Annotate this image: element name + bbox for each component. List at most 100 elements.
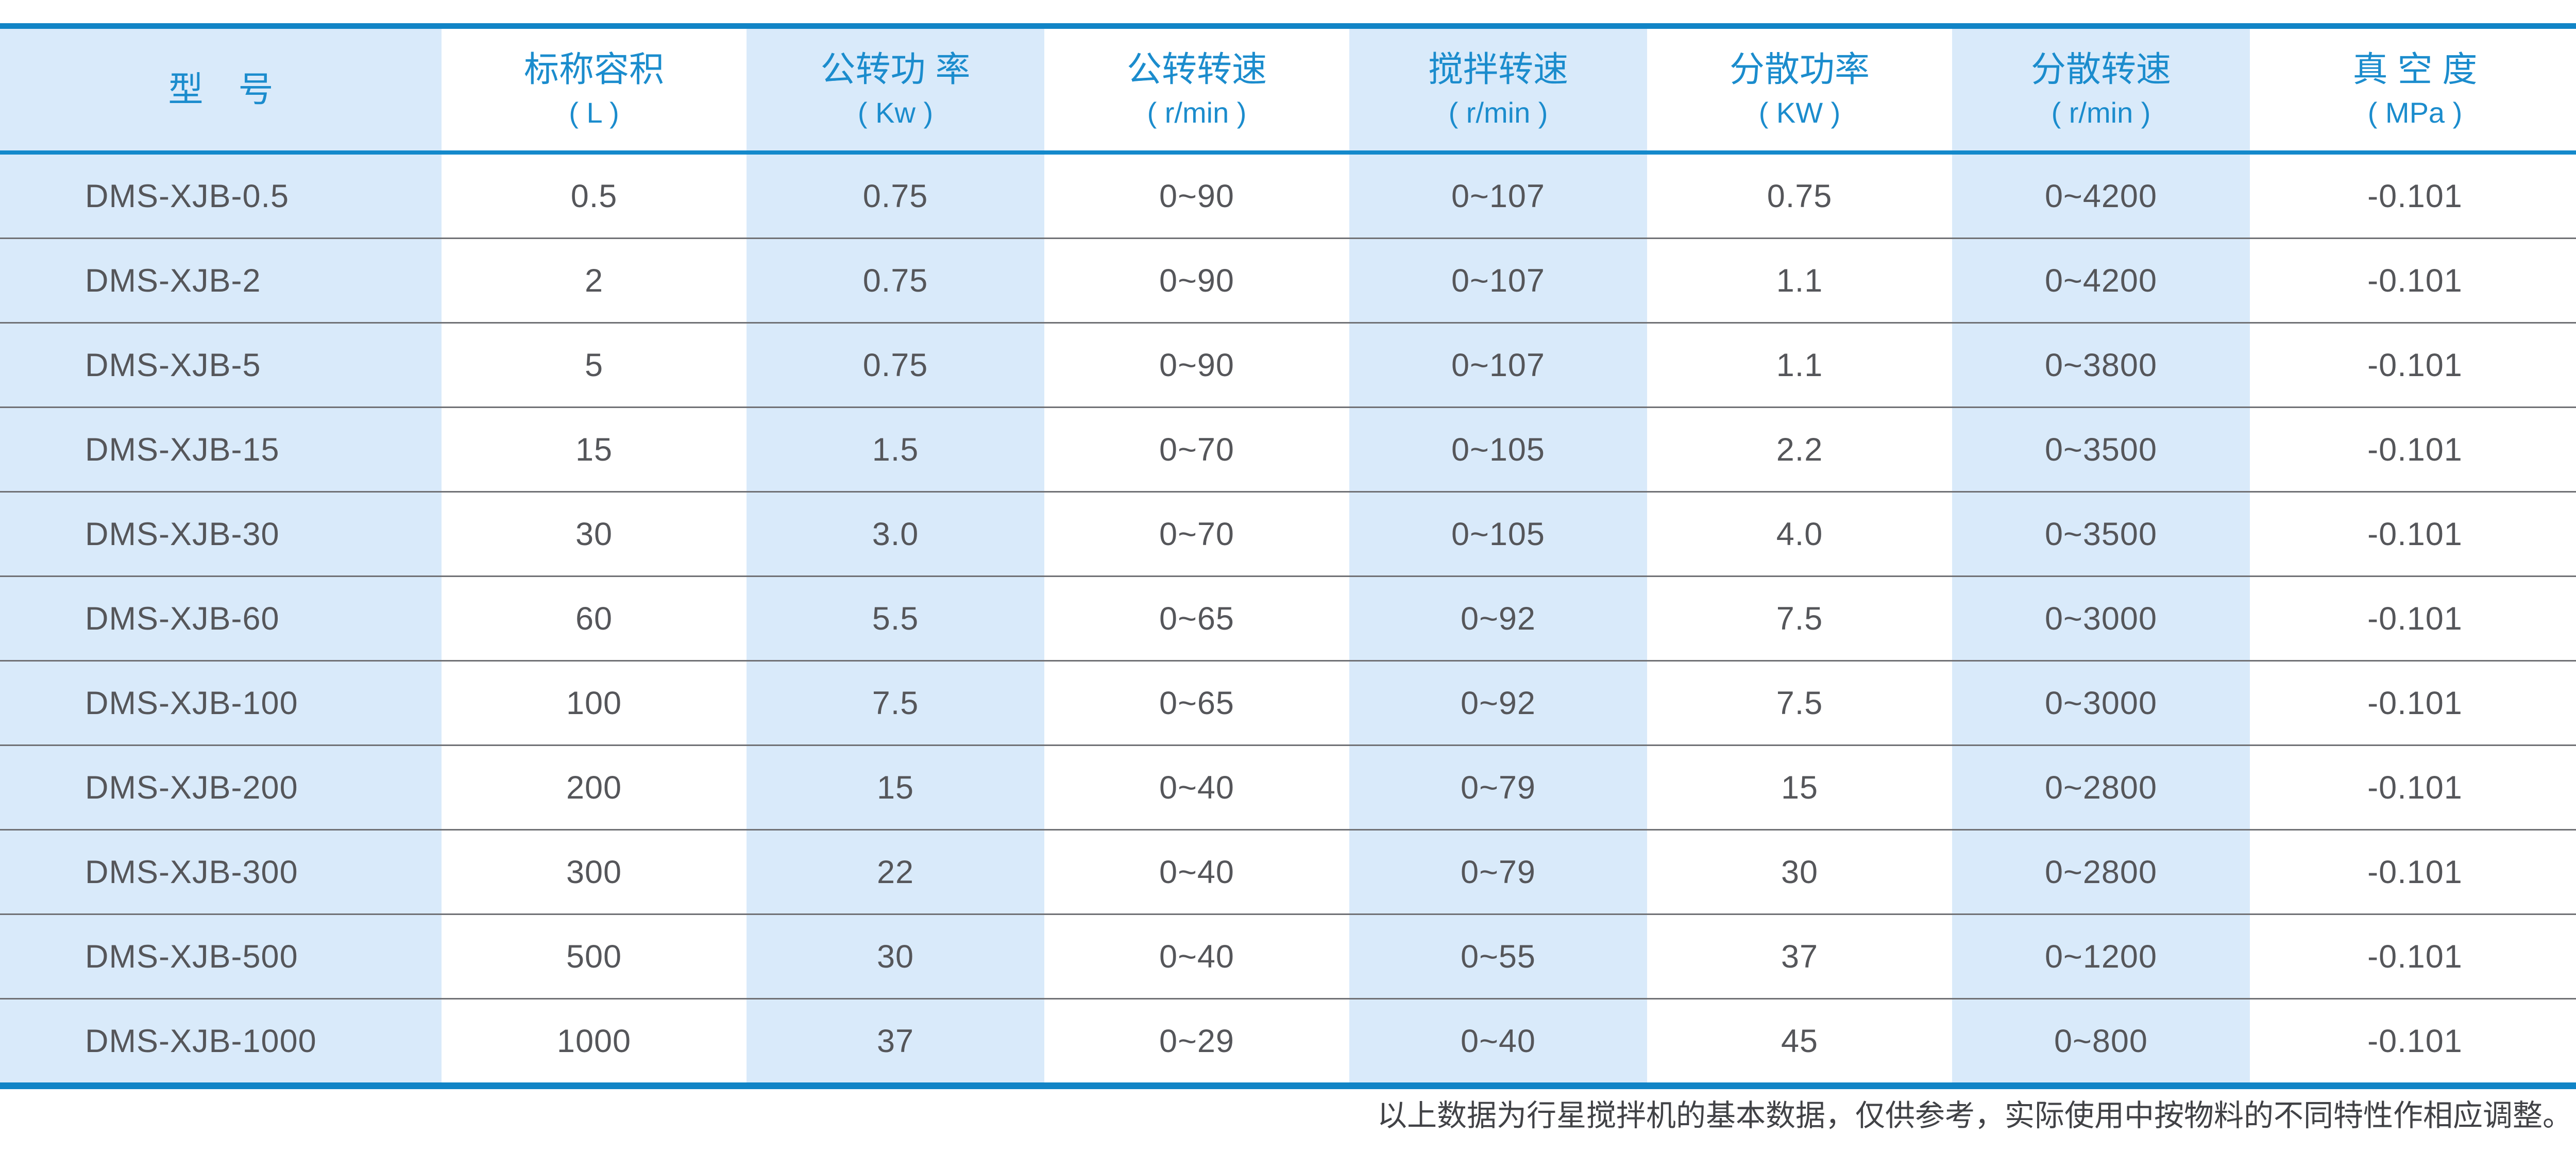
value-cell: -0.101 — [2250, 324, 2576, 406]
model-cell: DMS-XJB-300 — [0, 831, 442, 913]
value-cell: 0~79 — [1346, 746, 1647, 829]
table-row: DMS-XJB-200 200 15 0~40 0~79 15 0~2800 -0.101 — [0, 744, 2576, 829]
value-cell: -0.101 — [2250, 999, 2576, 1082]
value-cell: 0.75 — [743, 239, 1044, 322]
header-cell: 标称容积 ( L ) — [442, 29, 743, 150]
value-cell: 0~1200 — [1948, 915, 2250, 998]
header-cell: 分散功率 ( KW ) — [1647, 29, 1948, 150]
value-cell: 37 — [743, 999, 1044, 1082]
value-cell: 1.1 — [1647, 239, 1948, 322]
value-cell: 45 — [1647, 999, 1948, 1082]
value-cell: 5.5 — [743, 577, 1044, 660]
model-cell: DMS-XJB-500 — [0, 915, 442, 998]
value-cell: -0.101 — [2250, 746, 2576, 829]
value-cell: 0~65 — [1044, 577, 1346, 660]
value-cell: 0.75 — [743, 155, 1044, 238]
value-cell: 0.75 — [1647, 155, 1948, 238]
table-row: DMS-XJB-2 2 0.75 0~90 0~107 1.1 0~4200 -0.101 — [0, 238, 2576, 322]
value-cell: 100 — [442, 662, 743, 744]
value-cell: 500 — [442, 915, 743, 998]
header-unit: ( r/min ) — [1448, 96, 1548, 129]
value-cell: 15 — [743, 746, 1044, 829]
value-cell: 1.5 — [743, 408, 1044, 491]
value-cell: 2.2 — [1647, 408, 1948, 491]
value-cell: 4.0 — [1647, 493, 1948, 575]
value-cell: 0~2800 — [1948, 831, 2250, 913]
value-cell: 0~92 — [1346, 662, 1647, 744]
value-cell: 0~107 — [1346, 239, 1647, 322]
header-unit: ( r/min ) — [1147, 96, 1247, 129]
header-label: 型 号 — [168, 70, 274, 109]
table-row: DMS-XJB-60 60 5.5 0~65 0~92 7.5 0~3000 -0.101 — [0, 575, 2576, 660]
value-cell: 0~4200 — [1948, 239, 2250, 322]
header-label: 分散转速 — [2030, 50, 2171, 89]
table-row: DMS-XJB-100 100 7.5 0~65 0~92 7.5 0~3000 -0.10… — [0, 660, 2576, 744]
value-cell: 0~4200 — [1948, 155, 2250, 238]
value-cell: 0~40 — [1346, 999, 1647, 1082]
header-cell: 真 空 度 ( MPa ) — [2250, 29, 2576, 150]
value-cell: 30 — [743, 915, 1044, 998]
footer-note-text: 以上数据为行星搅拌机的基本数据，仅供参考，实际使用中按物料的不同特性作相应调整。 — [1377, 1098, 2572, 1133]
header-label: 公转转速 — [1126, 50, 1267, 89]
model-cell: DMS-XJB-15 — [0, 408, 442, 491]
value-cell: -0.101 — [2250, 155, 2576, 238]
header-cell: 型 号 — [0, 29, 442, 150]
value-cell: 0~3000 — [1948, 577, 2250, 660]
value-cell: 30 — [442, 493, 743, 575]
header-label: 真 空 度 — [2352, 50, 2478, 89]
value-cell: 0~40 — [1044, 746, 1346, 829]
value-cell: 0~107 — [1346, 155, 1647, 238]
header-cell: 分散转速 ( r/min ) — [1948, 29, 2250, 150]
model-cell: DMS-XJB-200 — [0, 746, 442, 829]
value-cell: 3.0 — [743, 493, 1044, 575]
model-cell: DMS-XJB-1000 — [0, 999, 442, 1082]
value-cell: 60 — [442, 577, 743, 660]
value-cell: 0~70 — [1044, 408, 1346, 491]
value-cell: 0~65 — [1044, 662, 1346, 744]
spec-table: 型 号 标称容积 ( L ) 公转功 率 ( Kw ) 公转转速 ( r/min… — [0, 23, 2576, 1089]
value-cell: 200 — [442, 746, 743, 829]
value-cell: 15 — [1647, 746, 1948, 829]
header-row: 型 号 标称容积 ( L ) 公转功 率 ( Kw ) 公转转速 ( r/min… — [0, 23, 2576, 155]
value-cell: 1000 — [442, 999, 743, 1082]
model-cell: DMS-XJB-0.5 — [0, 155, 442, 238]
value-cell: 30 — [1647, 831, 1948, 913]
value-cell: 15 — [442, 408, 743, 491]
value-cell: -0.101 — [2250, 831, 2576, 913]
value-cell: -0.101 — [2250, 239, 2576, 322]
value-cell: 0~40 — [1044, 831, 1346, 913]
value-cell: 0~29 — [1044, 999, 1346, 1082]
value-cell: 0~55 — [1346, 915, 1647, 998]
value-cell: 5 — [442, 324, 743, 406]
header-label: 分散功率 — [1729, 50, 1870, 89]
table-row: DMS-XJB-300 300 22 0~40 0~79 30 0~2800 -0.101 — [0, 829, 2576, 913]
value-cell: 0~90 — [1044, 324, 1346, 406]
value-cell: 0~107 — [1346, 324, 1647, 406]
value-cell: 0~90 — [1044, 155, 1346, 238]
table-row: DMS-XJB-30 30 3.0 0~70 0~105 4.0 0~3500 -0.101 — [0, 491, 2576, 575]
value-cell: -0.101 — [2250, 662, 2576, 744]
table-row: DMS-XJB-500 500 30 0~40 0~55 37 0~1200 -0.101 — [0, 913, 2576, 998]
header-unit: ( Kw ) — [857, 96, 934, 129]
header-label: 标称容积 — [523, 50, 664, 89]
value-cell: 0~3500 — [1948, 493, 2250, 575]
value-cell: -0.101 — [2250, 408, 2576, 491]
table-row: DMS-XJB-0.5 0.5 0.75 0~90 0~107 0.75 0~4200 -0… — [0, 155, 2576, 238]
value-cell: 1.1 — [1647, 324, 1948, 406]
value-cell: 0~105 — [1346, 493, 1647, 575]
table-body: DMS-XJB-0.5 0.5 0.75 0~90 0~107 0.75 0~4200 -0… — [0, 155, 2576, 1089]
value-cell: 7.5 — [1647, 577, 1948, 660]
value-cell: 0~3500 — [1948, 408, 2250, 491]
header-cell: 搅拌转速 ( r/min ) — [1346, 29, 1647, 150]
model-cell: DMS-XJB-2 — [0, 239, 442, 322]
value-cell: 0.5 — [442, 155, 743, 238]
value-cell: 22 — [743, 831, 1044, 913]
header-cell: 公转转速 ( r/min ) — [1044, 29, 1346, 150]
value-cell: 0~92 — [1346, 577, 1647, 660]
model-cell: DMS-XJB-60 — [0, 577, 442, 660]
value-cell: 7.5 — [1647, 662, 1948, 744]
value-cell: 0~70 — [1044, 493, 1346, 575]
header-unit: ( MPa ) — [2367, 96, 2463, 129]
model-cell: DMS-XJB-5 — [0, 324, 442, 406]
